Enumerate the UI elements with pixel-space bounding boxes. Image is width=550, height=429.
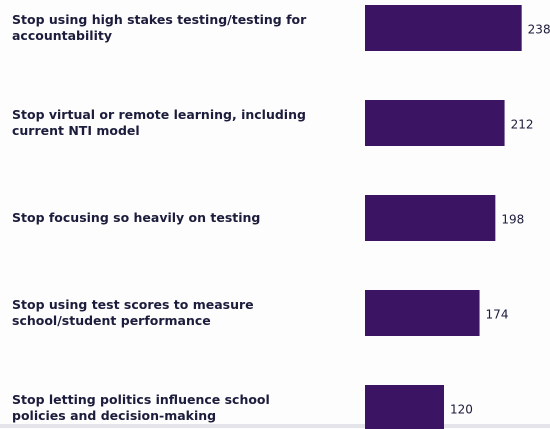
bar — [365, 290, 480, 336]
category-label: Stop using high stakes testing/testing f… — [12, 12, 307, 43]
category-label: Stop using test scores to measure school… — [12, 297, 254, 328]
category-label: Stop letting politics influence school p… — [12, 392, 270, 423]
category-label: Stop focusing so heavily on testing — [12, 210, 261, 225]
bar — [365, 195, 496, 241]
category-label: Stop virtual or remote learning, includi… — [12, 107, 306, 138]
value-label: 174 — [486, 308, 509, 322]
bar — [365, 100, 505, 146]
value-label: 198 — [501, 213, 524, 227]
value-label: 120 — [450, 403, 473, 417]
value-label: 238 — [528, 23, 550, 37]
bar — [365, 385, 444, 429]
bar — [365, 5, 522, 51]
value-label: 212 — [511, 118, 534, 132]
